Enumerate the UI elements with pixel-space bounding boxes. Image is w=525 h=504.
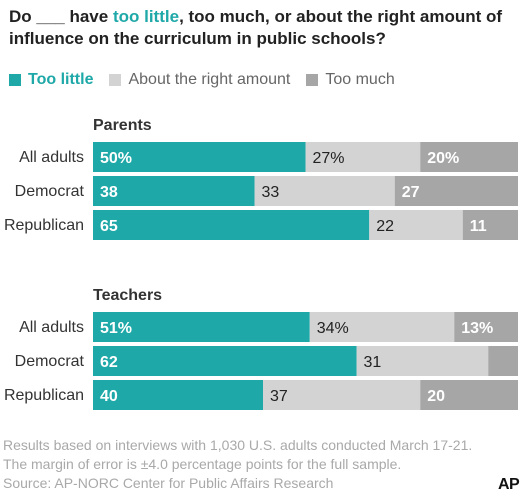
bar-teachers-all-adults-seg0	[93, 312, 310, 342]
category-label-teachers-democrat: Democrat	[15, 353, 85, 370]
data-label-teachers-all-adults-seg1: 34%	[317, 320, 349, 337]
legend-swatch-too-much	[306, 74, 319, 86]
data-label-parents-republican-seg2: 11	[470, 218, 487, 235]
group-header-teachers: Teachers	[93, 287, 162, 304]
stacked-bar-chart: Parents All adults 50% 27% 20% Democrat 38 33 27…	[4, 117, 518, 410]
chart-title: Do ___ have too little, too much, or abo…	[9, 6, 514, 50]
bar-teachers-all-adults-seg1	[309, 312, 455, 342]
footnote: Results based on interviews with 1,030 U…	[3, 436, 503, 493]
data-label-teachers-republican-seg1: 37	[270, 388, 288, 405]
category-label-teachers-all-adults: All adults	[19, 319, 84, 336]
footnote-line2: The margin of error is ±4.0 percentage p…	[3, 456, 402, 472]
category-label-parents-republican: Republican	[4, 217, 84, 234]
ap-logo: AP	[498, 476, 520, 493]
legend-swatch-too-little	[9, 74, 21, 86]
data-label-parents-democrat-seg1: 33	[262, 184, 280, 201]
legend-label-too-little: Too little	[28, 71, 94, 88]
data-label-parents-democrat-seg0: 38	[100, 184, 118, 201]
bar-parents-democrat-seg2	[394, 176, 518, 206]
data-label-teachers-democrat-seg1: 31	[364, 354, 382, 371]
bar-parents-all-adults-seg2	[420, 142, 518, 172]
category-label-parents-all-adults: All adults	[19, 149, 84, 166]
bar-teachers-democrat-seg2	[488, 346, 518, 376]
data-label-teachers-republican-seg0: 40	[100, 388, 118, 405]
bar-parents-republican-seg2	[462, 210, 518, 240]
data-label-parents-republican-seg1: 22	[376, 218, 394, 235]
legend-label-too-much: Too much	[325, 71, 395, 88]
bar-parents-republican-seg0	[93, 210, 370, 240]
legend-item-too-much: Too much	[306, 71, 395, 89]
bar-parents-democrat-seg0	[93, 176, 255, 206]
bar-teachers-republican-seg0	[93, 380, 263, 410]
bar-teachers-democrat-seg1	[356, 346, 489, 376]
bar-teachers-all-adults-seg2	[454, 312, 518, 342]
data-label-parents-democrat-seg2: 27	[402, 184, 420, 201]
data-label-teachers-all-adults-seg2: 13%	[461, 320, 493, 337]
title-part2: , too much, or about the right amount of…	[9, 7, 503, 48]
bar-teachers-democrat-seg0	[93, 346, 357, 376]
bar-parents-democrat-seg1	[254, 176, 395, 206]
data-label-teachers-all-adults-seg0: 51%	[100, 320, 132, 337]
title-part1: Do ___ have	[9, 7, 113, 26]
data-label-teachers-democrat-seg0: 62	[100, 354, 118, 371]
legend-item-about-right: About the right amount	[109, 71, 290, 89]
data-label-parents-republican-seg0: 65	[100, 218, 118, 235]
legend-item-too-little: Too little	[9, 71, 93, 89]
bar-teachers-republican-seg1	[263, 380, 421, 410]
bar-parents-all-adults-seg0	[93, 142, 306, 172]
data-label-parents-all-adults-seg0: 50%	[100, 150, 132, 167]
footnote-line1: Results based on interviews with 1,030 U…	[3, 437, 473, 453]
source-line: Source: AP-NORC Center for Public Affair…	[3, 475, 334, 491]
bar-parents-republican-seg1	[369, 210, 463, 240]
bar-parents-all-adults-seg1	[305, 142, 421, 172]
data-label-parents-all-adults-seg1: 27%	[313, 150, 345, 167]
title-highlight: too little	[112, 7, 180, 26]
data-label-parents-all-adults-seg2: 20%	[427, 150, 459, 167]
legend-label-about-right: About the right amount	[128, 71, 291, 88]
bar-teachers-republican-seg2	[420, 380, 518, 410]
category-label-parents-democrat: Democrat	[15, 183, 85, 200]
group-header-parents: Parents	[93, 117, 152, 134]
data-label-teachers-republican-seg2: 20	[427, 388, 445, 405]
legend-swatch-about-right	[109, 74, 122, 86]
category-label-teachers-republican: Republican	[4, 387, 84, 404]
legend: Too little About the right amount Too mu…	[9, 70, 411, 90]
